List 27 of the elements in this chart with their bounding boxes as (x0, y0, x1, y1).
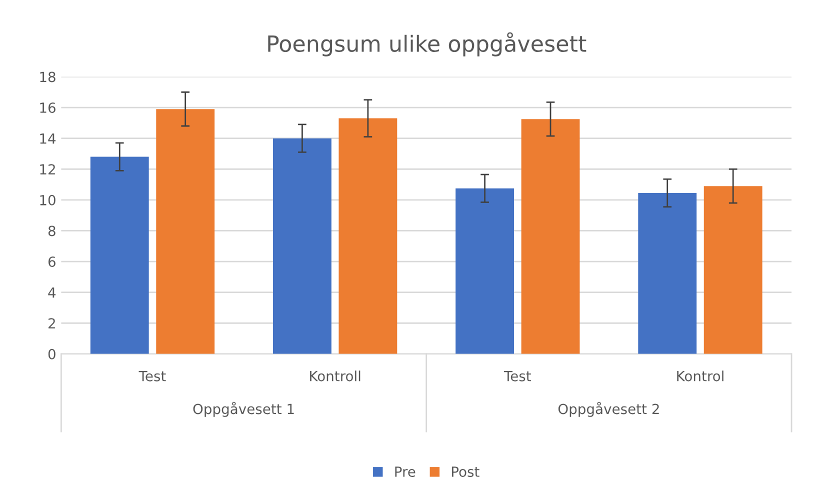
y-tick-label: 8 (48, 226, 56, 236)
bar (704, 186, 762, 354)
y-tick-label: 2 (48, 318, 55, 328)
bar (90, 156, 149, 354)
bar (338, 118, 398, 354)
text: Oppgåvesett 2 (558, 402, 659, 417)
bar (156, 109, 215, 354)
bar (456, 188, 514, 354)
text: Oppgåvesett 1 (193, 402, 294, 417)
y-tick-label: 18 (40, 72, 56, 82)
chart-title: Poengsum ulike oppgåvesett (268, 32, 586, 56)
bar (638, 192, 697, 354)
bar (272, 138, 332, 354)
y-tick-label: 14 (40, 133, 56, 144)
y-tick-label: 12 (40, 164, 55, 174)
y-tick-label: 0 (48, 348, 56, 360)
y-tick-label: 10 (40, 194, 56, 206)
x-tick-label: Test (504, 371, 531, 382)
x-tick-label: Kontrol (677, 370, 724, 382)
y-tick-label: 16 (40, 102, 56, 113)
y-tick-label: 4 (48, 287, 56, 298)
legend-label: Pre (395, 466, 416, 477)
bar (521, 119, 580, 354)
y-tick-label: 6 (48, 256, 56, 267)
x-tick-label: Test (138, 371, 166, 382)
x-tick-label: Kontroll (310, 370, 360, 382)
legend-label: Post (452, 466, 480, 477)
